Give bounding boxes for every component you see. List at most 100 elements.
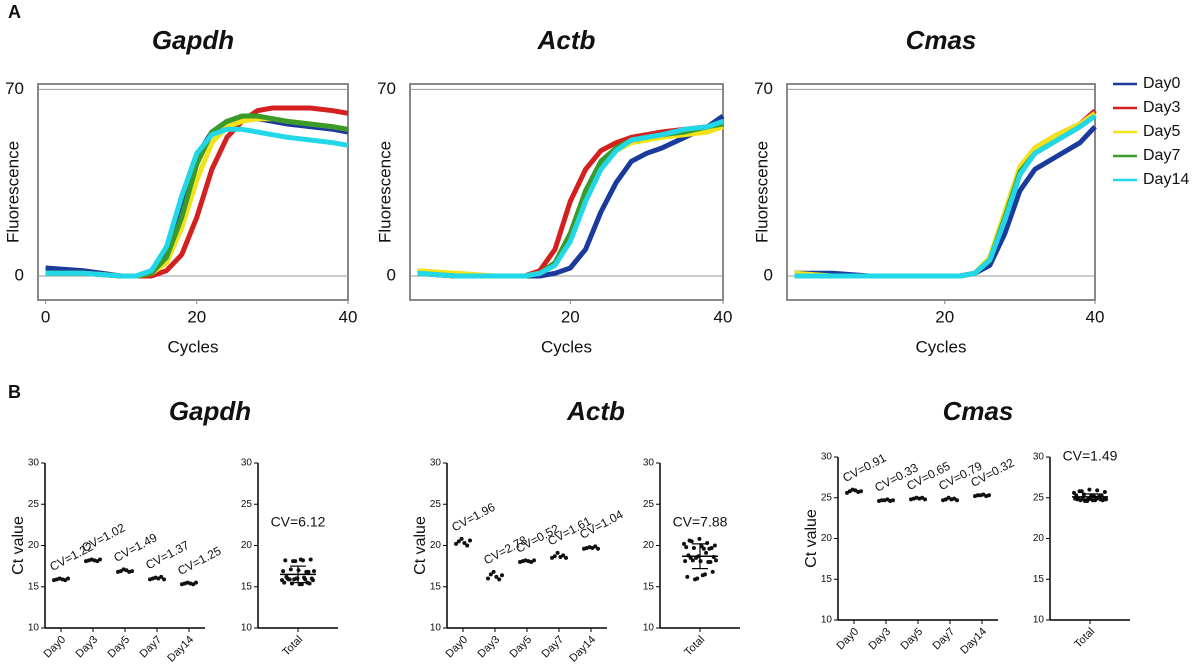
legend-label: Day7 — [1143, 147, 1180, 164]
y-tick-label: 10 — [821, 615, 833, 626]
dot — [486, 576, 490, 581]
y-tick-label: 30 — [1033, 452, 1045, 463]
x-axis-label: Cycles — [915, 337, 966, 356]
total-dot — [706, 560, 711, 564]
total-dot — [684, 545, 689, 550]
x-tick-label: Day7 — [931, 626, 958, 653]
x-tick-label: Day3 — [74, 634, 101, 661]
y-axis-label: Ct value — [412, 516, 429, 575]
x-tick-label: Day7 — [138, 634, 165, 661]
dot — [162, 577, 166, 582]
y-tick-label: 10 — [241, 623, 253, 634]
dot — [879, 498, 884, 503]
y-tick-label: 0 — [15, 265, 24, 284]
x-tick-label: Day7 — [540, 634, 567, 661]
curve — [417, 118, 724, 279]
y-tick-label: 30 — [430, 458, 442, 469]
total-dot — [302, 575, 307, 580]
chart-title: Actb — [537, 25, 596, 55]
plot-frame — [786, 83, 1096, 301]
y-tick-label: 20 — [821, 533, 833, 544]
x-tick-label: 40 — [1086, 307, 1105, 326]
y-tick-label: 10 — [28, 623, 40, 634]
y-tick-label: 0 — [764, 265, 773, 284]
curve — [794, 113, 1097, 279]
total-dot — [312, 569, 316, 574]
y-tick-label: 15 — [643, 581, 655, 592]
dot — [564, 555, 568, 560]
x-tick-label: Day14 — [958, 626, 989, 657]
y-tick-label: 20 — [1033, 533, 1045, 544]
total-dot — [707, 546, 712, 551]
x-tick-label: Day3 — [867, 626, 894, 653]
x-tick-label: 40 — [339, 307, 358, 326]
y-axis-label: Fluorescence — [752, 141, 771, 243]
curve — [45, 116, 349, 279]
total-dot — [283, 558, 288, 563]
dot — [891, 498, 895, 503]
y-tick-label: 20 — [643, 540, 655, 551]
y-tick-label: 30 — [28, 458, 40, 469]
x-tick-label: Day3 — [476, 634, 503, 661]
y-axis-label: Fluorescence — [3, 141, 22, 243]
total-dot — [288, 567, 293, 572]
y-tick-label: 25 — [1033, 492, 1045, 503]
y-tick-label: 25 — [643, 499, 655, 510]
dot — [488, 572, 493, 577]
dot — [66, 576, 70, 581]
dot — [955, 498, 959, 503]
total-dot — [691, 545, 696, 550]
dot — [468, 538, 472, 543]
cv-label: CV=7.88 — [673, 514, 728, 530]
chart-title: Actb — [566, 396, 625, 426]
x-tick-label: Day5 — [508, 634, 535, 661]
legend-label: Day0 — [1143, 75, 1180, 92]
cv-label: CV=1.96 — [449, 500, 497, 535]
total-dot — [281, 569, 286, 574]
legend-label: Day5 — [1143, 123, 1180, 140]
dot — [462, 541, 467, 546]
total-dot — [699, 544, 704, 549]
total-dot — [687, 538, 692, 543]
x-tick-label: Day14 — [165, 634, 196, 665]
x-tick-label: Day5 — [106, 634, 133, 661]
x-axis-label: Cycles — [541, 337, 592, 356]
total-dot — [1101, 497, 1106, 502]
x-tick-label: 20 — [187, 307, 206, 326]
x-tick-label: 20 — [935, 307, 954, 326]
total-dot — [704, 550, 709, 555]
total-dot — [685, 574, 690, 579]
total-dot — [282, 580, 287, 585]
total-dot — [297, 582, 302, 587]
dot — [987, 493, 991, 498]
x-tick-label: Total — [280, 634, 305, 659]
y-tick-label: 15 — [430, 581, 442, 592]
cv-label: CV=6.12 — [271, 514, 326, 530]
dot — [130, 569, 134, 574]
curve — [45, 126, 349, 279]
y-axis-label: Fluorescence — [375, 141, 394, 243]
total-dot — [284, 574, 289, 579]
plot-frame — [37, 83, 349, 301]
curve — [45, 105, 349, 279]
dot — [459, 536, 464, 541]
dot — [497, 577, 502, 582]
legend-label: Day3 — [1143, 99, 1180, 116]
x-tick-label: Total — [1072, 626, 1097, 651]
y-axis-label: Ct value — [10, 516, 27, 575]
y-tick-label: 25 — [430, 499, 442, 510]
total-dot — [1095, 488, 1100, 493]
x-tick-label: Day14 — [567, 634, 598, 665]
total-dot — [309, 576, 314, 581]
y-tick-label: 25 — [241, 499, 253, 510]
total-dot — [712, 543, 717, 548]
total-dot — [697, 536, 702, 541]
x-axis-label: Cycles — [167, 337, 218, 356]
y-tick-label: 30 — [643, 458, 655, 469]
total-dot — [700, 573, 705, 578]
y-tick-label: 10 — [1033, 615, 1045, 626]
x-tick-label: 20 — [561, 307, 580, 326]
dot — [923, 497, 927, 502]
y-tick-label: 10 — [430, 623, 442, 634]
